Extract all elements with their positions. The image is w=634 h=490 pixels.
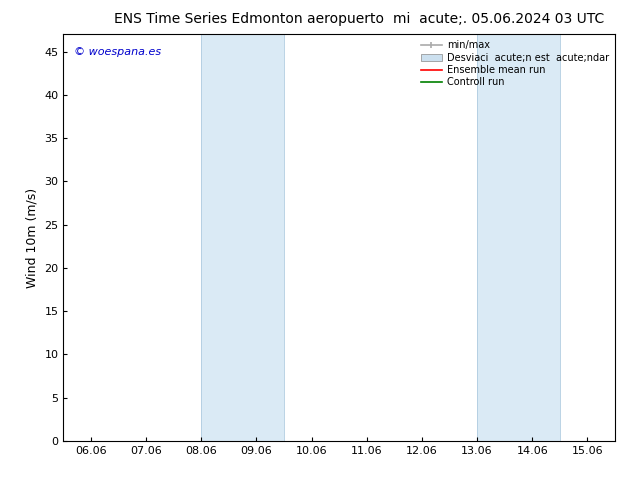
Bar bbox=[477, 34, 560, 441]
Bar bbox=[202, 34, 284, 441]
Legend: min/max, Desviaci  acute;n est  acute;ndar, Ensemble mean run, Controll run: min/max, Desviaci acute;n est acute;ndar… bbox=[417, 36, 613, 91]
Text: © woespana.es: © woespana.es bbox=[74, 47, 162, 56]
Text: mi  acute;. 05.06.2024 03 UTC: mi acute;. 05.06.2024 03 UTC bbox=[393, 12, 604, 26]
Text: ENS Time Series Edmonton aeropuerto: ENS Time Series Edmonton aeropuerto bbox=[114, 12, 384, 26]
Y-axis label: Wind 10m (m/s): Wind 10m (m/s) bbox=[26, 188, 39, 288]
